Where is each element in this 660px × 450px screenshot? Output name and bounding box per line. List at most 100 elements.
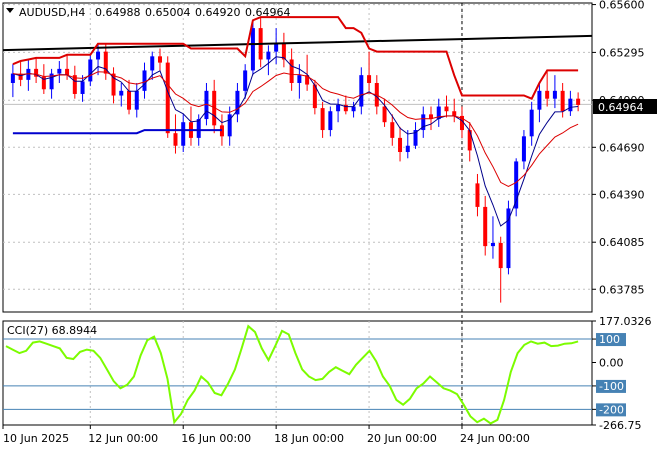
cci-level-badge: [596, 379, 626, 393]
candle-body: [18, 73, 23, 80]
lower-envelope-line: [12, 129, 222, 135]
dropdown-triangle-icon[interactable]: [6, 8, 14, 13]
candle-body: [65, 68, 70, 76]
candle-body: [421, 114, 426, 131]
candle-body: [498, 242, 503, 269]
time-axis: 10 Jun 2025 12 Jun 00:00 16 Jun 00:00 18 Ju…: [2, 425, 530, 445]
candle-body: [26, 68, 31, 80]
candle-body: [150, 56, 155, 71]
candle-body: [459, 115, 464, 131]
cci-tick-label: 100: [599, 333, 620, 346]
medium-ma-line: [12, 71, 579, 187]
candle-body: [72, 75, 77, 94]
price-tick-label: 0.64390: [599, 188, 645, 201]
candle-body: [576, 98, 581, 105]
price-axis: 0.656000.652950.649900.646900.643900.640…: [592, 0, 645, 296]
candle-body: [165, 62, 170, 134]
price-tick-label: 0.65295: [599, 46, 645, 59]
price-panel: [2, 2, 593, 313]
candle-body: [452, 111, 457, 116]
candle-body: [529, 109, 534, 137]
candle-body: [49, 73, 54, 90]
candle-body: [514, 161, 519, 209]
price-tick-label: 0.65600: [599, 0, 645, 12]
candle-body: [250, 28, 255, 71]
candle-body: [196, 119, 201, 138]
ohlc-open: 0.64988: [95, 6, 141, 19]
candle-body: [96, 51, 101, 60]
ohlc-high: 0.65004: [145, 6, 191, 19]
candle-body: [204, 90, 209, 120]
price-tag: [593, 99, 657, 114]
candle-body: [444, 106, 449, 112]
time-tick-label: 12 Jun 00:00: [88, 432, 158, 445]
candle-body: [475, 183, 480, 207]
candle-body: [88, 59, 93, 82]
ohlc-low: 0.64920: [195, 6, 241, 19]
candle-body: [312, 84, 317, 109]
cci-tick-label: -266.75: [599, 419, 641, 432]
candle-body: [545, 90, 550, 99]
candle-body: [57, 68, 62, 74]
candle-body: [568, 98, 573, 112]
cci-axis: 177.0326 100 0.00 -100 -200 -266.75: [592, 315, 652, 432]
candle-body: [405, 145, 410, 153]
candle-body: [34, 68, 39, 77]
slow-ma-line: [2, 34, 593, 52]
candle-body: [119, 90, 124, 96]
candle-body: [173, 133, 178, 146]
time-tick-label: 16 Jun 00:00: [181, 432, 251, 445]
candle-body: [521, 136, 526, 162]
candle-body: [103, 51, 108, 74]
candle-body: [320, 108, 325, 131]
ohlc-close: 0.64964: [245, 6, 291, 19]
cci-levels: [3, 338, 592, 410]
candle-body: [537, 90, 542, 110]
candle-body: [305, 75, 310, 85]
price-tick-label: 0.64690: [599, 141, 645, 154]
candle-body: [142, 70, 147, 91]
cci-tick-label: -200: [599, 403, 624, 416]
candle-body: [281, 43, 286, 60]
upper-envelope-line: [12, 16, 579, 100]
cci-line-group: [5, 324, 579, 425]
candle-body: [336, 104, 341, 112]
candle-body: [157, 56, 162, 63]
candle-body: [127, 90, 132, 110]
candle-body: [483, 206, 488, 247]
cci-tick-label: 177.0326: [599, 315, 652, 328]
time-tick-label: 10 Jun 2025: [3, 432, 69, 445]
candle-body: [328, 111, 333, 131]
candle-body: [398, 137, 403, 153]
candle-body: [111, 73, 116, 96]
fast-ma-line: [12, 56, 579, 227]
time-tick-label: 20 Jun 00:00: [367, 432, 437, 445]
candles: [10, 17, 581, 303]
time-tick-label: 18 Jun 00:00: [274, 432, 344, 445]
candle-body: [41, 76, 46, 90]
candle-body: [227, 114, 232, 137]
candle-body: [297, 75, 302, 83]
candle-body: [235, 90, 240, 115]
candle-body: [351, 106, 356, 112]
candle-body: [390, 122, 395, 138]
candle-body: [490, 242, 495, 247]
indicator-lines: [2, 16, 593, 227]
candle-body: [436, 106, 441, 120]
candle-body: [181, 122, 186, 146]
candle-body: [382, 106, 387, 123]
candle-body: [429, 114, 434, 120]
candle-body: [212, 90, 217, 126]
symbol-title: AUDUSD,H4: [19, 6, 85, 19]
cci-title: CCI(27) 68.8944: [7, 324, 97, 337]
candle-body: [413, 130, 418, 146]
candle-body: [367, 75, 372, 83]
candle-body: [219, 125, 224, 137]
candle-body: [506, 208, 511, 269]
cci-level-badge: [596, 403, 626, 417]
candle-body: [243, 70, 248, 91]
candle-body: [274, 43, 279, 52]
candle-body: [343, 104, 348, 112]
cci-level-badge: [596, 333, 626, 347]
